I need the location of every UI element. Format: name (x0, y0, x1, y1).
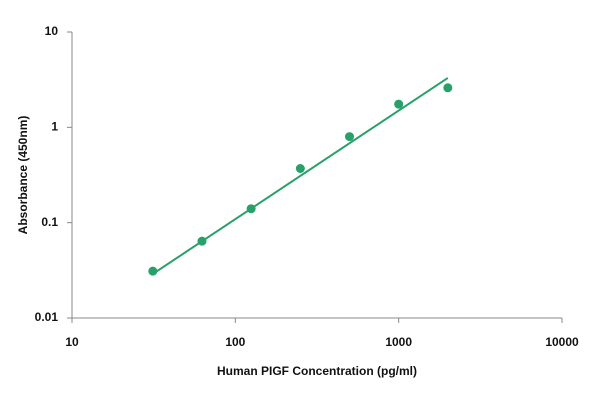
data-point (148, 266, 158, 276)
y-tick-label: 1 (51, 120, 58, 134)
x-tick-label: 100 (225, 335, 245, 349)
data-point (295, 163, 305, 173)
data-point (394, 99, 404, 109)
data-point (443, 83, 453, 93)
x-axis-label: Human PIGF Concentration (pg/ml) (217, 364, 417, 378)
y-tick-label: 0.1 (41, 215, 58, 229)
x-tick-label: 10 (65, 335, 79, 349)
x-tick-label: 10000 (545, 335, 579, 349)
x-tick-label: 1000 (385, 335, 412, 349)
y-tick-label: 10 (45, 24, 59, 38)
data-point (344, 132, 354, 142)
trend-line (152, 77, 449, 275)
data-point (246, 204, 256, 214)
data-point (197, 236, 207, 246)
y-tick-label: 0.01 (35, 310, 59, 324)
y-axis-label: Absorbance (450nm) (16, 116, 30, 235)
